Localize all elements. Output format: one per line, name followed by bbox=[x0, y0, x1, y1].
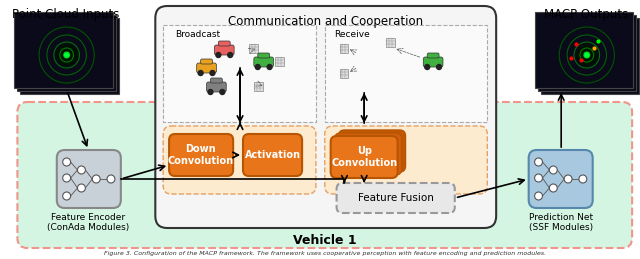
FancyBboxPatch shape bbox=[156, 6, 496, 228]
Circle shape bbox=[210, 70, 215, 76]
Text: Broadcast: Broadcast bbox=[175, 30, 220, 39]
Text: Feature Fusion: Feature Fusion bbox=[358, 193, 434, 203]
Text: Prediction Net
(SSF Modules): Prediction Net (SSF Modules) bbox=[529, 213, 593, 232]
Circle shape bbox=[63, 158, 70, 166]
FancyBboxPatch shape bbox=[57, 150, 121, 208]
FancyBboxPatch shape bbox=[200, 59, 212, 64]
Circle shape bbox=[564, 175, 572, 183]
Text: Figure 3. Configuration of the MACP framework. The framework uses cooperative pe: Figure 3. Configuration of the MACP fram… bbox=[104, 251, 546, 256]
FancyBboxPatch shape bbox=[337, 183, 455, 213]
Bar bbox=[163, 25, 316, 122]
Bar bbox=[534, 12, 633, 88]
Circle shape bbox=[198, 70, 203, 76]
Circle shape bbox=[534, 192, 543, 200]
Circle shape bbox=[228, 53, 233, 57]
Circle shape bbox=[57, 45, 77, 65]
FancyBboxPatch shape bbox=[214, 45, 234, 55]
Circle shape bbox=[65, 53, 68, 57]
FancyBboxPatch shape bbox=[335, 133, 401, 175]
Text: Down
Convolution: Down Convolution bbox=[168, 144, 234, 166]
FancyBboxPatch shape bbox=[331, 136, 397, 178]
Circle shape bbox=[585, 53, 589, 57]
Circle shape bbox=[436, 64, 442, 69]
Circle shape bbox=[63, 174, 70, 182]
FancyBboxPatch shape bbox=[218, 41, 230, 46]
Circle shape bbox=[577, 45, 596, 65]
Circle shape bbox=[220, 90, 225, 95]
Bar bbox=[386, 38, 395, 47]
Bar bbox=[17, 15, 116, 91]
Circle shape bbox=[267, 64, 272, 69]
Circle shape bbox=[425, 64, 429, 69]
Bar bbox=[15, 12, 113, 88]
FancyBboxPatch shape bbox=[169, 134, 233, 176]
Bar bbox=[340, 69, 348, 78]
Bar bbox=[275, 57, 284, 66]
Circle shape bbox=[549, 166, 557, 174]
Circle shape bbox=[107, 175, 115, 183]
FancyBboxPatch shape bbox=[423, 57, 443, 67]
Bar bbox=[541, 18, 639, 94]
FancyBboxPatch shape bbox=[529, 150, 593, 208]
FancyBboxPatch shape bbox=[243, 134, 302, 176]
Circle shape bbox=[77, 184, 85, 192]
FancyBboxPatch shape bbox=[163, 126, 316, 194]
Bar bbox=[249, 44, 258, 53]
Circle shape bbox=[579, 175, 587, 183]
Circle shape bbox=[549, 184, 557, 192]
FancyBboxPatch shape bbox=[258, 53, 269, 58]
Text: Point Cloud Inputs: Point Cloud Inputs bbox=[12, 8, 119, 21]
FancyBboxPatch shape bbox=[339, 130, 406, 172]
FancyBboxPatch shape bbox=[196, 63, 216, 73]
FancyBboxPatch shape bbox=[324, 126, 487, 194]
FancyBboxPatch shape bbox=[254, 57, 273, 67]
FancyBboxPatch shape bbox=[428, 53, 439, 58]
Circle shape bbox=[534, 158, 543, 166]
Text: Feature Encoder
(ConAda Modules): Feature Encoder (ConAda Modules) bbox=[47, 213, 129, 232]
Text: Communication and Cooperation: Communication and Cooperation bbox=[228, 15, 423, 28]
Bar bbox=[20, 18, 119, 94]
Circle shape bbox=[534, 174, 543, 182]
Text: Up
Convolution: Up Convolution bbox=[331, 146, 397, 168]
Circle shape bbox=[92, 175, 100, 183]
Bar bbox=[538, 15, 636, 91]
FancyBboxPatch shape bbox=[211, 78, 222, 83]
Circle shape bbox=[77, 166, 85, 174]
Circle shape bbox=[208, 90, 213, 95]
Circle shape bbox=[255, 64, 260, 69]
Bar bbox=[254, 82, 262, 91]
Bar bbox=[324, 25, 487, 122]
FancyBboxPatch shape bbox=[17, 102, 632, 248]
Circle shape bbox=[216, 53, 221, 57]
Bar bbox=[340, 44, 348, 53]
Text: Receive: Receive bbox=[335, 30, 371, 39]
Text: Activation: Activation bbox=[244, 150, 301, 160]
Circle shape bbox=[63, 192, 70, 200]
Text: Vehicle 1: Vehicle 1 bbox=[293, 234, 356, 247]
Text: MACP Outputs: MACP Outputs bbox=[544, 8, 628, 21]
FancyBboxPatch shape bbox=[207, 82, 227, 92]
